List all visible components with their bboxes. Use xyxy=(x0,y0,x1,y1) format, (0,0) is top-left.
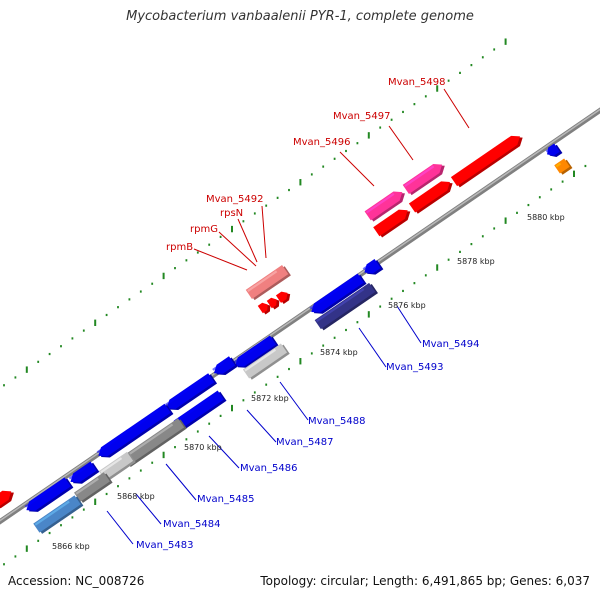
label-leader-line xyxy=(443,88,470,129)
label-leader-line xyxy=(237,218,258,263)
gene-mvan-5494 xyxy=(309,273,367,314)
label-leader-line xyxy=(396,305,422,344)
gene-mvan-5488 xyxy=(242,343,290,380)
label-leader-line xyxy=(358,327,387,368)
gene-mvan-5496 xyxy=(364,191,405,222)
gene-mvan-5492 xyxy=(245,265,291,301)
scale-label: 5868 kbp xyxy=(117,492,155,501)
label-leader-line xyxy=(339,151,375,187)
gene-mvan-5488b xyxy=(212,356,238,376)
label-leader-line xyxy=(261,205,267,259)
gene-small-orange xyxy=(554,158,573,175)
gene-label-mvan-5484: Mvan_5484 xyxy=(163,519,220,530)
gene-mvan-5498 xyxy=(450,135,523,188)
backbone-line xyxy=(0,107,600,525)
gene-rpmb xyxy=(257,302,271,315)
gene-label-mvan-5492: Mvan_5492 xyxy=(206,194,263,205)
gene-label-rpsn: rpsN xyxy=(220,208,243,219)
gene-label-mvan-5487: Mvan_5487 xyxy=(276,437,333,448)
accession-text: Accession: NC_008726 xyxy=(8,574,145,588)
gene-small-top-blue xyxy=(545,143,563,158)
gene-label-rpmb: rpmB xyxy=(166,242,193,253)
gene-mvan-5480 xyxy=(74,472,113,503)
gene-mvan-5479 xyxy=(33,495,84,534)
label-leader-line xyxy=(246,409,277,443)
label-leader-line xyxy=(388,125,414,161)
gene-mvan-5483 xyxy=(98,451,136,482)
gene-fwd-edge xyxy=(0,490,14,509)
label-leader-line xyxy=(106,510,134,545)
gene-label-mvan-5488: Mvan_5488 xyxy=(308,416,365,427)
label-leader-line xyxy=(193,248,248,271)
scale-label: 5876 kbp xyxy=(388,301,426,310)
gene-mvan-5495 xyxy=(373,209,411,238)
gene-mvan-5482 xyxy=(68,461,100,484)
gene-mvan-5499 xyxy=(408,181,453,214)
scale-label: 5874 kbp xyxy=(320,348,358,357)
backbone-highlight xyxy=(0,108,600,522)
gene-label-mvan-5485: Mvan_5485 xyxy=(197,494,254,505)
label-leader-line xyxy=(218,231,257,267)
gene-label-mvan-5483: Mvan_5483 xyxy=(136,540,193,551)
genome-title: Mycobacterium vanbaalenii PYR-1, complet… xyxy=(126,9,474,24)
forward-gene-labels: rpmB rpmG rpsN Mvan_5492 Mvan_5496 Mvan_… xyxy=(166,77,445,253)
gene-mvan-5493 xyxy=(314,282,378,331)
gene-label-mvan-5497: Mvan_5497 xyxy=(333,111,390,122)
gene-label-mvan-5494: Mvan_5494 xyxy=(422,339,479,350)
label-leader-line xyxy=(208,435,240,469)
gene-label-mvan-5486: Mvan_5486 xyxy=(240,463,297,474)
gene-mvan-5485 xyxy=(96,403,174,458)
reverse-gene-labels: Mvan_5483 Mvan_5484 Mvan_5485 Mvan_5486 … xyxy=(136,339,479,551)
scale-label: 5880 kbp xyxy=(527,213,565,222)
scale-label: 5870 kbp xyxy=(184,443,222,452)
genome-stats-text: Topology: circular; Length: 6,491,865 bp… xyxy=(260,574,590,588)
backbone xyxy=(0,107,600,525)
gene-mvan-5494-upstream xyxy=(362,258,384,275)
gene-label-rpmg: rpmG xyxy=(190,224,218,235)
genes xyxy=(0,135,573,534)
gene-mvan-5484 xyxy=(121,418,187,467)
gene-label-mvan-5496: Mvan_5496 xyxy=(293,137,350,148)
gene-mvan-5489 xyxy=(233,335,279,368)
gene-mvan-5487 xyxy=(165,373,218,411)
scale-label: 5878 kbp xyxy=(457,257,495,266)
gene-label-mvan-5498: Mvan_5498 xyxy=(388,77,445,88)
gene-rpmg xyxy=(266,297,280,310)
scale-label: 5872 kbp xyxy=(251,394,289,403)
gene-label-mvan-5493: Mvan_5493 xyxy=(386,362,443,373)
leader-lines xyxy=(106,88,470,545)
scale-labels: 5866 kbp 5868 kbp 5870 kbp 5872 kbp 5874… xyxy=(52,213,565,551)
gene-mvan-5497 xyxy=(402,163,445,196)
label-leader-line xyxy=(135,493,162,525)
tick-marks xyxy=(3,38,587,566)
scale-label: 5866 kbp xyxy=(52,542,90,551)
gene-mvan-5481 xyxy=(24,477,74,512)
gene-mvan-5486 xyxy=(169,390,227,431)
label-leader-line xyxy=(165,463,197,501)
gene-rpsn xyxy=(275,291,291,305)
label-leader-line xyxy=(279,381,309,421)
